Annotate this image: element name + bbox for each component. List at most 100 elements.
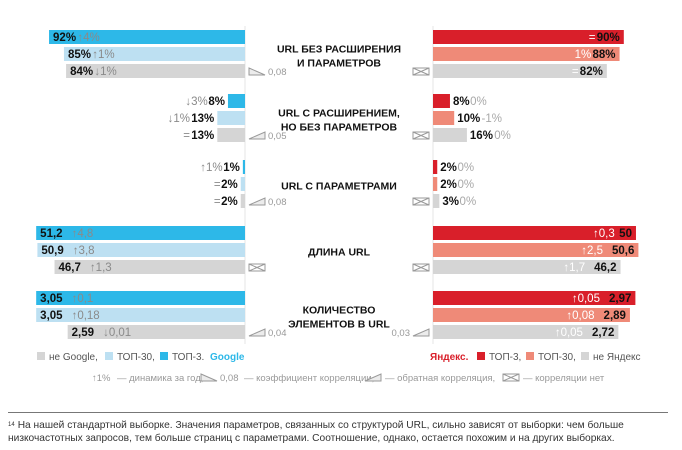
yandex-bar-top3 <box>433 291 636 305</box>
google-bar-top3 <box>49 30 245 44</box>
yandex-delta: 0% <box>460 196 477 208</box>
footnote-text: На нашей стандартной выборке. Значения п… <box>8 420 624 444</box>
google-value-label: 85% <box>68 49 91 61</box>
google-bar-top30 <box>63 47 246 61</box>
google-value-label: 84% <box>70 66 93 78</box>
legend-label-yandex-top3: ТОП-3, <box>489 352 521 363</box>
google-value-label: 1% <box>223 162 240 174</box>
yandex-bar-top30 <box>433 111 455 125</box>
google-bar-top3 <box>36 226 246 240</box>
yandex-delta: = <box>572 66 579 78</box>
yandex-value-label: 8% <box>453 96 470 108</box>
yandex-correlation-icon <box>412 131 430 140</box>
google-delta: ↑1,3 <box>90 262 112 274</box>
google-correlation-icon <box>248 328 266 337</box>
yandex-value-label: 2,89 <box>604 310 626 322</box>
google-value-label: 2% <box>221 179 238 191</box>
google-delta: ↑4,8 <box>72 228 94 240</box>
google-correlation-value: 0,05 <box>268 131 287 142</box>
yandex-value-label: 50,6 <box>612 245 634 257</box>
legend-label-not-google: не Google, <box>49 352 98 363</box>
legend-swatch-not-yandex <box>581 352 589 360</box>
legend-swatch-yandex-top3 <box>477 352 485 360</box>
yandex-bar-rest <box>433 128 467 142</box>
google-delta: ↑0,18 <box>72 310 100 322</box>
yandex-value-label: 90% <box>597 32 620 44</box>
yandex-value-label: 88% <box>593 49 616 61</box>
google-value-label: 2,59 <box>72 327 94 339</box>
yandex-value-label: 82% <box>580 66 603 78</box>
google-bar-rest <box>67 325 245 339</box>
google-bar-top3 <box>242 160 245 174</box>
yandex-delta: 0% <box>470 96 487 108</box>
yandex-correlation-icon <box>412 197 430 206</box>
yandex-correlation-value: 0,03 <box>392 328 411 339</box>
yandex-value-label: 2% <box>440 162 457 174</box>
legend-swatch-not-google <box>37 352 45 360</box>
note-positive-corr-icon <box>200 373 218 382</box>
yandex-value-label: 46,2 <box>594 262 616 274</box>
yandex-correlation-icon <box>412 67 430 76</box>
legend-brand-google: Google <box>210 352 245 363</box>
google-bar-rest <box>66 64 245 78</box>
url-structure-chart: URL БЕЗ РАСШИРЕНИЯ И ПАРАМЕТРОВ 92% ↑4% 85% ↑… <box>36 26 641 384</box>
google-bar-rest <box>54 260 245 274</box>
category-title: URL С ПАРАМЕТРАМИ <box>281 181 397 193</box>
yandex-delta: 1% <box>575 49 592 61</box>
google-correlation-value: 0,08 <box>268 67 287 78</box>
yandex-delta: ↑0,08 <box>566 310 594 322</box>
google-bar-rest <box>240 194 245 208</box>
yandex-bar-top30 <box>433 177 438 191</box>
google-delta: ↑4% <box>77 32 99 44</box>
google-delta: ↑0,1 <box>72 293 94 305</box>
google-bar-top30 <box>240 177 245 191</box>
category-title: КОЛИЧЕСТВО <box>303 305 376 317</box>
yandex-bar-top3 <box>433 226 636 240</box>
category-title: ДЛИНА URL <box>308 247 371 259</box>
legend-swatch-google-top3 <box>160 352 168 360</box>
yandex-delta: 0% <box>457 162 474 174</box>
google-correlation-icon <box>248 197 266 206</box>
yandex-bar-top30 <box>433 308 630 322</box>
google-delta: = <box>214 179 221 191</box>
legend-label-yandex-top30: ТОП-30, <box>538 352 576 363</box>
yandex-bar-rest <box>433 325 619 339</box>
google-delta: = <box>214 196 221 208</box>
legend-label-not-yandex: не Яндекс <box>593 352 641 363</box>
yandex-correlation-icon <box>412 328 430 337</box>
google-bar-top30 <box>217 111 245 125</box>
google-value-label: 3,05 <box>40 310 63 322</box>
yandex-correlation-icon <box>412 263 430 272</box>
google-delta: ↓1% <box>168 113 190 125</box>
google-bar-top3 <box>36 291 246 305</box>
google-value-label: 3,05 <box>40 293 63 305</box>
legend-brand-yandex: Яндекс. <box>430 352 469 363</box>
yandex-bar-rest <box>433 260 621 274</box>
yandex-bar-rest <box>433 64 607 78</box>
yandex-delta: ↑1,7 <box>563 262 585 274</box>
google-bar-rest <box>217 128 245 142</box>
category-title: URL БЕЗ РАСШИРЕНИЯ <box>277 44 401 56</box>
google-value-label: 8% <box>208 96 225 108</box>
yandex-delta: ↑0,05 <box>555 327 583 339</box>
google-correlation-value: 0,08 <box>268 197 287 208</box>
google-delta: ↑3,8 <box>73 245 95 257</box>
google-value-label: 92% <box>53 32 76 44</box>
yandex-delta: ↑0,3 <box>593 228 615 240</box>
yandex-value-label: 50 <box>619 228 632 240</box>
google-value-label: 13% <box>191 130 214 142</box>
google-delta: ↓0,01 <box>103 327 131 339</box>
note-dynamics-text: — динамика за год, <box>117 373 203 384</box>
yandex-value-label: 16% <box>470 130 493 142</box>
google-delta: ↓3% <box>185 96 207 108</box>
yandex-value-label: 2,97 <box>609 293 631 305</box>
category-title: URL С РАСШИРЕНИЕМ, <box>278 108 400 120</box>
category-title: И ПАРАМЕТРОВ <box>297 58 381 70</box>
google-bar-top30 <box>37 243 245 257</box>
legend-label-google-top30: ТОП-30, <box>117 352 155 363</box>
note-dynamics-sample: ↑1% <box>92 373 111 384</box>
yandex-bar-top3 <box>433 30 624 44</box>
note-corr-text: — коэффициент корреляции, <box>244 373 374 384</box>
note-no-corr-icon <box>502 373 520 382</box>
